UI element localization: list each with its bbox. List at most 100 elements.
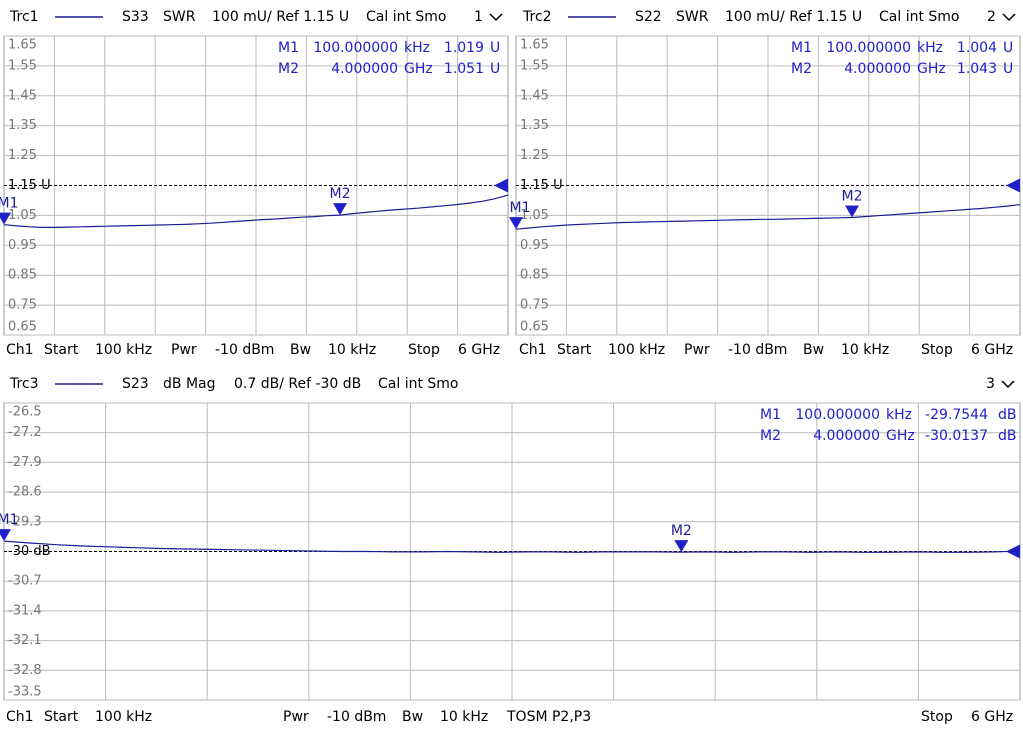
y-tick-label: 0.85 [8, 268, 37, 283]
ref-arrow [494, 178, 508, 193]
y-tick-label: -32.8 [8, 663, 42, 678]
footer-item: 10 kHz [328, 342, 376, 358]
marker-table-value: 1.019 [444, 40, 484, 56]
header-format: SWR [163, 9, 196, 25]
trace [3, 540, 1021, 553]
marker-table-name: M1 [760, 407, 781, 423]
trace-name: Trc1 [9, 9, 39, 25]
marker-table-unit: U [490, 61, 500, 77]
footer-item: Pwr [684, 342, 710, 358]
header-window: 2 [987, 9, 996, 25]
marker-table-value: 1.051 [444, 61, 484, 77]
trace [515, 204, 1021, 230]
footer-item: Bw [290, 342, 311, 358]
header-parameter: S23 [122, 376, 149, 392]
footer-item: Stop [921, 709, 953, 725]
y-tick-label: -31.4 [8, 603, 42, 618]
ref-label: 1.15 U [520, 178, 563, 193]
y-tick-label: 0.95 [8, 238, 37, 253]
footer-item: -10 dBm [215, 342, 274, 358]
y-tick-label: 1.05 [8, 208, 37, 223]
y-tick-label: 1.45 [8, 88, 37, 103]
header-window: 1 [474, 9, 483, 25]
marker-table-stimulus: 100.000000 [313, 40, 398, 56]
y-tick-label: 0.75 [520, 298, 549, 313]
marker-triangle [0, 212, 11, 225]
y-tick-label: 0.95 [520, 238, 549, 253]
marker-table-unit: U [490, 40, 500, 56]
y-tick-label: 0.75 [8, 298, 37, 313]
trace-name: Trc3 [9, 376, 39, 392]
marker-table-unit: dB [998, 428, 1017, 444]
marker-table-stimulus: 4.000000 [844, 61, 911, 77]
trace [3, 194, 509, 228]
ref-arrow [1006, 178, 1020, 193]
header-calibration: Cal int Smo [879, 9, 960, 25]
footer-item: Stop [921, 342, 953, 358]
footer-item: Stop [408, 342, 440, 358]
marker-triangle [0, 529, 11, 542]
header-parameter: S22 [635, 9, 662, 25]
marker-table-stimulus: 4.000000 [813, 428, 880, 444]
window-chevron [489, 13, 503, 22]
marker-table-name: M1 [278, 40, 299, 56]
footer-item: Pwr [171, 342, 197, 358]
footer-item: Start [44, 709, 79, 725]
footer-item: 6 GHz [971, 709, 1013, 725]
marker-triangle [333, 203, 347, 216]
footer-item: Ch1 [6, 709, 34, 725]
marker-table-unit: dB [998, 407, 1017, 423]
trace-name: Trc2 [522, 9, 552, 25]
marker-table-stimulus-unit: kHz [404, 40, 430, 56]
ref-label: 1.15 U [8, 178, 51, 193]
marker-label: M1 [510, 200, 531, 216]
ref-label: -30 dB [8, 544, 51, 559]
footer-item: 100 kHz [608, 342, 665, 358]
marker-label: M1 [0, 196, 19, 212]
header-calibration: Cal int Smo [378, 376, 459, 392]
marker-table-stimulus-unit: GHz [886, 428, 915, 444]
footer-item: Bw [402, 709, 423, 725]
marker-label: M2 [842, 188, 863, 204]
marker-table-stimulus: 100.000000 [826, 40, 911, 56]
y-tick-label: 1.65 [8, 38, 37, 53]
footer-item: -10 dBm [327, 709, 386, 725]
marker-table-unit: U [1003, 61, 1013, 77]
y-tick-label: 0.65 [520, 320, 549, 335]
footer-item: Ch1 [6, 342, 34, 358]
y-tick-label: 1.35 [520, 118, 549, 133]
y-tick-label: 1.05 [520, 208, 549, 223]
y-tick-label: 1.25 [8, 148, 37, 163]
marker-table-stimulus-unit: GHz [404, 61, 433, 77]
header-format: SWR [676, 9, 709, 25]
y-tick-label: -27.2 [8, 425, 42, 440]
y-tick-label: -28.6 [8, 485, 42, 500]
marker-triangle [845, 205, 859, 218]
footer-item: 6 GHz [971, 342, 1013, 358]
footer-item: 6 GHz [458, 342, 500, 358]
header-format: dB Mag [163, 376, 216, 392]
marker-triangle [674, 540, 689, 553]
footer-item: -10 dBm [728, 342, 787, 358]
footer-item: Start [557, 342, 592, 358]
y-tick-label: 0.65 [8, 320, 37, 335]
marker-table-stimulus-unit: kHz [917, 40, 943, 56]
footer-item: 100 kHz [95, 342, 152, 358]
marker-table-stimulus-unit: GHz [917, 61, 946, 77]
header-parameter: S33 [122, 9, 149, 25]
y-tick-label: -29.3 [8, 514, 42, 529]
y-tick-label: 1.45 [520, 88, 549, 103]
y-tick-label: 1.65 [520, 38, 549, 53]
marker-table-name: M2 [278, 61, 299, 77]
header-window: 3 [986, 376, 995, 392]
marker-table-stimulus-unit: kHz [886, 407, 912, 423]
header-calibration: Cal int Smo [366, 9, 447, 25]
header-scale: 100 mU/ Ref 1.15 U [725, 9, 862, 25]
marker-label: M2 [671, 523, 692, 539]
footer-item: Bw [803, 342, 824, 358]
marker-table-value: 1.004 [957, 40, 997, 56]
marker-label: M2 [330, 186, 351, 202]
marker-table-value: 1.043 [957, 61, 997, 77]
y-tick-label: -27.9 [8, 455, 42, 470]
